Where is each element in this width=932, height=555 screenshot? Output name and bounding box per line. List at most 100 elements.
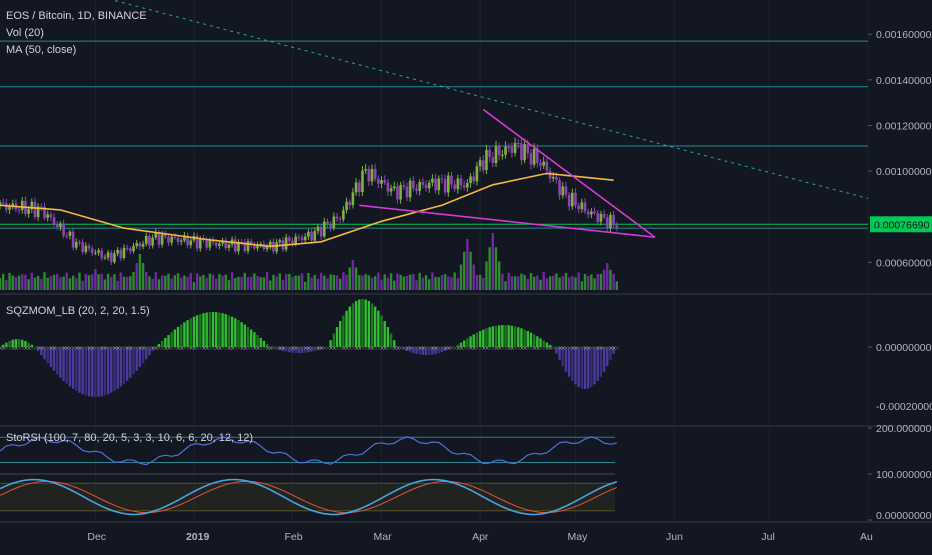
candle-body	[523, 144, 526, 161]
squeeze-bar	[211, 312, 215, 347]
candle-body	[278, 240, 282, 243]
volume-bar	[170, 278, 173, 290]
squeeze-dot: ×	[294, 345, 299, 352]
candle-body	[183, 235, 186, 241]
squeeze-dot: ×	[475, 345, 480, 352]
squeeze-bar	[21, 339, 24, 347]
squeeze-bar	[116, 347, 119, 389]
squeeze-dot: ×	[55, 345, 60, 352]
squeeze-dot: ×	[106, 345, 111, 352]
candle-body	[132, 246, 135, 252]
squeeze-momentum-label[interactable]: SQZMOM_LB (20, 2, 20, 1.5)	[6, 305, 150, 317]
volume-bar	[539, 279, 542, 290]
candle-body	[141, 243, 145, 247]
symbol-title[interactable]: EOS / Bitcoin, 1D, BINANCE	[6, 10, 147, 22]
volume-bar	[434, 276, 437, 290]
squeeze-dot: ×	[411, 345, 416, 352]
squeeze-bar	[62, 347, 65, 381]
candle-body	[144, 235, 148, 244]
squeeze-bar	[358, 299, 361, 347]
squeeze-dot: ×	[208, 345, 213, 352]
squeeze-bar	[485, 328, 488, 347]
squeeze-dot: ×	[71, 345, 76, 352]
volume-bar	[11, 275, 14, 290]
volume-bar	[408, 274, 412, 290]
squeeze-bar	[602, 347, 606, 372]
squeeze-dot: ×	[437, 345, 442, 352]
squeeze-bar	[24, 340, 27, 347]
volume-bar	[87, 275, 91, 290]
squeeze-bar	[291, 347, 294, 353]
stochrsi-label[interactable]: StoRSI (100, 7, 80, 20, 5, 3, 3, 10, 6, …	[6, 432, 254, 444]
squeeze-bar	[520, 328, 523, 347]
squeeze-dot: ×	[125, 345, 130, 352]
candle-body	[268, 241, 272, 247]
squeeze-bar	[284, 347, 288, 352]
candle-body	[571, 192, 574, 207]
volume-bar	[186, 276, 189, 290]
candle-body	[125, 247, 129, 249]
candle-body	[33, 201, 37, 218]
volume-bar	[116, 280, 119, 290]
squeeze-bar	[501, 325, 504, 347]
volume-bar	[612, 273, 615, 290]
volume-bar	[440, 274, 444, 290]
squeeze-bar	[319, 347, 323, 350]
candle-body	[68, 231, 72, 236]
squeeze-bar	[253, 332, 256, 347]
squeeze-dot: ×	[81, 345, 86, 352]
candle-body	[319, 226, 323, 237]
squeeze-dot: ×	[469, 345, 474, 352]
candle-body	[332, 216, 336, 228]
volume-bar	[478, 274, 482, 290]
squeeze-bar	[132, 347, 135, 375]
volume-bar	[113, 274, 116, 290]
squeeze-bar	[46, 347, 49, 364]
squeeze-dot: ×	[278, 345, 283, 352]
squeeze-bar	[472, 334, 475, 347]
squeeze-bar	[599, 347, 603, 377]
squeeze-bar	[81, 347, 84, 395]
volume-bar	[307, 273, 310, 290]
squeeze-dot: ×	[519, 345, 524, 352]
volume-bar	[596, 273, 599, 290]
candle-body	[357, 182, 361, 193]
squeeze-bar	[383, 321, 386, 347]
candle-body	[361, 170, 364, 193]
volume-bar	[548, 276, 552, 290]
squeeze-dot: ×	[395, 345, 400, 352]
moving-average-label[interactable]: MA (50, close)	[6, 44, 77, 56]
volume-indicator-label[interactable]: Vol (20)	[6, 27, 44, 39]
candle-body	[348, 201, 352, 206]
squeeze-bar	[205, 312, 208, 347]
candle-body	[593, 211, 596, 213]
candle-body	[154, 232, 158, 238]
squeeze-bar	[59, 347, 62, 378]
squeeze-dot: ×	[478, 345, 483, 352]
stochrsi-tick-label: 100.00000000	[876, 469, 932, 481]
squeeze-dot: ×	[256, 345, 261, 352]
volume-bar	[151, 278, 154, 290]
squeeze-bar	[443, 347, 447, 351]
volume-bar	[536, 275, 539, 290]
volume-bar	[14, 276, 18, 290]
squeeze-bar	[545, 342, 549, 347]
squeeze-dot: ×	[484, 345, 489, 352]
squeeze-dot: ×	[116, 345, 121, 352]
squeeze-bar	[215, 312, 218, 347]
stochrsi-legend: StoRSI (100, 7, 80, 20, 5, 3, 3, 10, 6, …	[6, 430, 253, 447]
squeeze-dot: ×	[513, 345, 518, 352]
time-tick-label: Apr	[472, 531, 489, 543]
squeeze-dot: ×	[427, 345, 432, 352]
volume-bar	[361, 275, 364, 290]
squeeze-dot: ×	[265, 345, 270, 352]
squeeze-dot: ×	[456, 345, 461, 352]
volume-bar	[8, 272, 11, 290]
squeeze-dot: ×	[570, 345, 575, 352]
volume-bar	[389, 273, 393, 290]
squeeze-bar	[262, 340, 266, 347]
volume-bar	[256, 275, 259, 290]
volume-bar	[246, 276, 250, 290]
